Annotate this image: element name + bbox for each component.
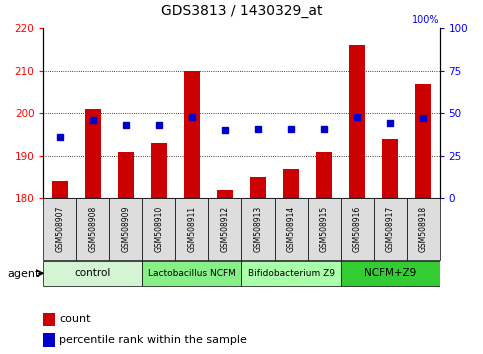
Text: GSM508915: GSM508915: [320, 206, 328, 252]
FancyBboxPatch shape: [209, 198, 242, 260]
Bar: [43, 333, 56, 347]
Text: GSM508914: GSM508914: [286, 206, 296, 252]
FancyBboxPatch shape: [373, 198, 407, 260]
Text: GSM508909: GSM508909: [122, 206, 130, 252]
Bar: [118, 152, 134, 198]
Text: GSM508911: GSM508911: [187, 206, 197, 252]
Text: Bifidobacterium Z9: Bifidobacterium Z9: [247, 269, 335, 278]
Bar: [382, 139, 398, 198]
FancyBboxPatch shape: [110, 198, 142, 260]
Bar: [250, 177, 266, 198]
Bar: [316, 152, 332, 198]
Text: GSM508918: GSM508918: [419, 206, 427, 252]
FancyBboxPatch shape: [43, 261, 142, 286]
Bar: [151, 143, 167, 198]
FancyBboxPatch shape: [43, 198, 76, 260]
Bar: [349, 45, 365, 198]
Bar: [283, 169, 299, 198]
FancyBboxPatch shape: [76, 198, 110, 260]
Bar: [415, 84, 431, 198]
Text: percentile rank within the sample: percentile rank within the sample: [59, 335, 247, 345]
Text: Lactobacillus NCFM: Lactobacillus NCFM: [148, 269, 236, 278]
FancyBboxPatch shape: [308, 198, 341, 260]
Text: GSM508908: GSM508908: [88, 206, 98, 252]
Text: GSM508913: GSM508913: [254, 206, 262, 252]
Bar: [43, 313, 56, 326]
FancyBboxPatch shape: [341, 198, 373, 260]
FancyBboxPatch shape: [242, 198, 274, 260]
Text: GSM508910: GSM508910: [155, 206, 163, 252]
Text: GSM508916: GSM508916: [353, 206, 361, 252]
Text: GSM508907: GSM508907: [56, 206, 64, 252]
Text: agent: agent: [7, 269, 40, 279]
Bar: [184, 71, 200, 198]
Text: NCFM+Z9: NCFM+Z9: [364, 268, 416, 279]
Bar: [52, 181, 68, 198]
FancyBboxPatch shape: [407, 198, 440, 260]
Bar: [217, 190, 233, 198]
FancyBboxPatch shape: [142, 198, 175, 260]
FancyBboxPatch shape: [242, 261, 341, 286]
Bar: [85, 109, 101, 198]
Text: GSM508912: GSM508912: [221, 206, 229, 252]
Text: count: count: [59, 314, 91, 325]
FancyBboxPatch shape: [274, 198, 308, 260]
FancyBboxPatch shape: [175, 198, 209, 260]
Text: GDS3813 / 1430329_at: GDS3813 / 1430329_at: [161, 4, 322, 18]
FancyBboxPatch shape: [341, 261, 440, 286]
FancyBboxPatch shape: [142, 261, 242, 286]
Text: 100%: 100%: [412, 15, 440, 25]
Text: GSM508917: GSM508917: [385, 206, 395, 252]
Text: control: control: [75, 268, 111, 279]
